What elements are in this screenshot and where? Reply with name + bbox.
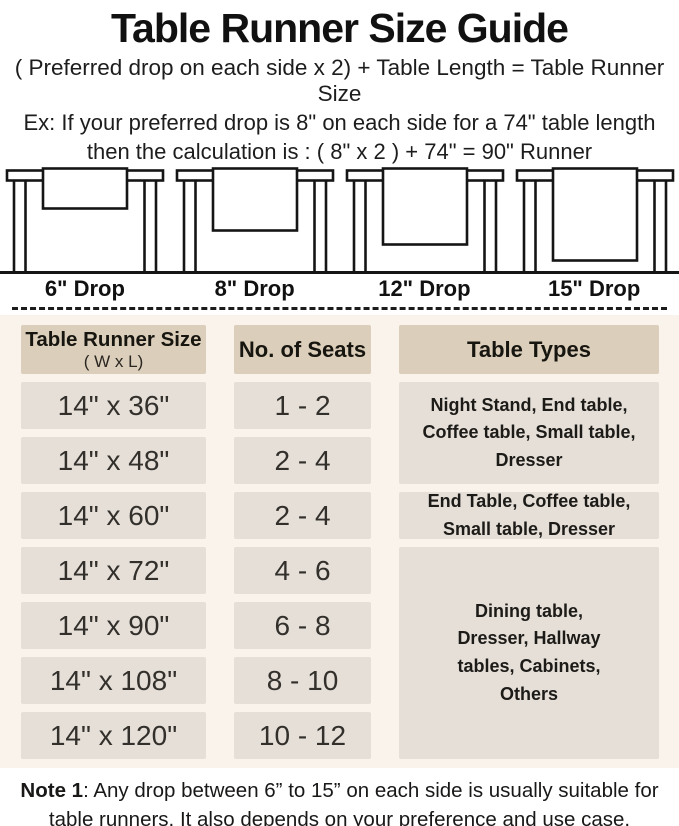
table-runner-diagram-icon <box>345 167 505 272</box>
drop-figure-12 <box>340 167 510 272</box>
seats-cell: 8 - 10 <box>234 657 371 705</box>
table-types-cell: End Table, Coffee table, Small table, Dr… <box>399 491 659 540</box>
drop-figure-15 <box>510 167 679 272</box>
table-runner-diagram-icon <box>515 167 675 272</box>
drop-figure-8 <box>170 167 340 272</box>
seats-cell: 2 - 4 <box>234 437 371 485</box>
runner-rect <box>381 167 469 247</box>
guide-header: Table Runner Size Guide ( Preferred drop… <box>0 0 679 165</box>
column-header-types: Table Types <box>399 325 659 375</box>
runner-size-cell: 14" x 120" <box>21 712 206 760</box>
drop-label-15: 15" Drop <box>547 276 641 302</box>
runner-size-cell: 14" x 48" <box>21 437 206 485</box>
footer-notes: Note 1: Any drop between 6” to 15” on ea… <box>0 768 679 826</box>
note-1: Note 1: Any drop between 6” to 15” on ea… <box>6 777 673 826</box>
note-1-label: Note 1 <box>20 779 84 803</box>
runner-size-cell: 14" x 60" <box>21 492 206 540</box>
note-1-text: : Any drop between 6” to 15” on each sid… <box>48 779 659 826</box>
size-guide-table: Table Runner Size ( W x L) No. of Seats … <box>0 315 679 769</box>
runner-size-cell: 14" x 108" <box>21 657 206 705</box>
seats-cell: 10 - 12 <box>234 712 371 760</box>
table-runner-diagram-icon <box>175 167 335 272</box>
seats-cell: 6 - 8 <box>234 602 371 650</box>
runner-size-cell: 14" x 72" <box>21 547 206 595</box>
header-size-sub: ( W x L) <box>83 351 144 371</box>
runner-rect <box>41 167 129 211</box>
formula-text: ( Preferred drop on each side x 2) + Tab… <box>14 55 665 107</box>
drop-label-12: 12" Drop <box>378 276 471 302</box>
runner-size-cell: 14" x 36" <box>21 382 206 430</box>
drop-label-8: 8" Drop <box>214 276 295 302</box>
column-header-seats: No. of Seats <box>234 325 371 375</box>
table-runner-diagram-icon <box>5 167 165 272</box>
seats-cell: 4 - 6 <box>234 547 371 595</box>
seats-cell: 2 - 4 <box>234 492 371 540</box>
drop-figure-6 <box>0 167 170 272</box>
table-types-cell: Dining table, Dresser, Hallway tables, C… <box>399 547 659 760</box>
header-size-title: Table Runner Size <box>25 328 202 352</box>
drop-labels-row: 6" Drop 8" Drop 12" Drop 15" Drop <box>0 274 679 307</box>
runner-rect <box>551 167 639 263</box>
seats-cell: 1 - 2 <box>234 382 371 430</box>
dashed-divider <box>12 307 667 311</box>
column-header-runner-size: Table Runner Size ( W x L) <box>21 325 206 375</box>
example-line-2: then the calculation is : ( 8" x 2 ) + 7… <box>86 139 593 165</box>
table-types-cell: Night Stand, End table, Coffee table, Sm… <box>399 382 659 485</box>
runner-size-cell: 14" x 90" <box>21 602 206 650</box>
example-line-1: Ex: If your preferred drop is 8" on each… <box>23 110 656 136</box>
drop-label-6: 6" Drop <box>44 276 125 302</box>
page-title: Table Runner Size Guide <box>111 5 569 51</box>
runner-rect <box>211 167 299 233</box>
drop-illustrations-row <box>0 167 679 275</box>
